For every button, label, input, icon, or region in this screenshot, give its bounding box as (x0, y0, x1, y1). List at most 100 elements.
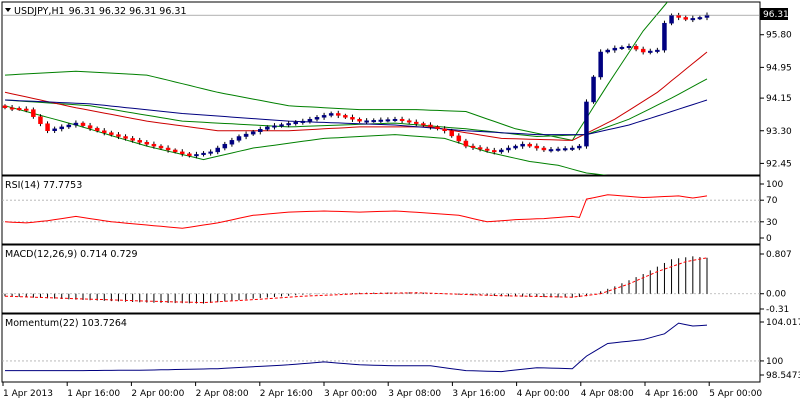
candle-body (527, 143, 532, 147)
momentum-axis-tick-label: 104.0178 (766, 318, 800, 328)
candle-body (165, 147, 171, 151)
candle-body (477, 147, 483, 150)
rsi-line (4, 194, 708, 229)
candle-body (414, 121, 419, 124)
candle-body (520, 143, 525, 147)
candle-body (80, 122, 86, 126)
candle-body (45, 123, 50, 132)
moving-average-red-line (4, 51, 708, 141)
candle-body (655, 49, 660, 52)
candle-body (314, 117, 320, 120)
price-axis-tick-label: 92.45 (766, 159, 792, 169)
candle-body (399, 118, 405, 121)
candle-body (194, 154, 199, 157)
candle-body (704, 14, 710, 18)
candle-body (116, 134, 121, 137)
candle-body (59, 126, 64, 130)
candle-body (279, 124, 284, 127)
x-axis-tick-label: 4 Apr 00:00 (517, 389, 570, 399)
candle-body (265, 126, 270, 130)
ohlc-values: 96.31 96.32 96.31 96.31 (69, 6, 187, 17)
candle-body (442, 128, 447, 131)
x-axis-tick-label: 2 Apr 16:00 (260, 389, 313, 399)
candle-body (676, 15, 681, 18)
candle-body (690, 18, 696, 21)
moving-average-blue-line (4, 99, 708, 136)
moving-average-green-line (4, 78, 708, 138)
candle-body (31, 109, 36, 117)
candle-body (66, 124, 72, 128)
candle-body (73, 122, 79, 126)
candle-body (648, 50, 653, 53)
candle-body (94, 127, 100, 131)
candle-body (343, 115, 348, 118)
current-price-label: 96.31 (763, 10, 789, 20)
x-axis-tick-label: 1 Apr 16:00 (67, 389, 120, 399)
price-axis-tick-label: 95.80 (766, 31, 792, 41)
candle-body (612, 47, 618, 51)
candle-body (293, 122, 298, 125)
x-axis-tick-label: 1 Apr 2013 (3, 389, 53, 399)
candle-body (435, 126, 440, 130)
momentum-pane-frame (1, 313, 761, 383)
candle-body (406, 120, 412, 123)
candle-body (683, 17, 688, 20)
x-axis-tick-label: 5 Apr 00:00 (709, 389, 762, 399)
candle-body (137, 140, 142, 143)
rsi-axis-tick-label: 100 (766, 180, 783, 190)
candle-body (492, 150, 497, 153)
x-axis-tick-label: 3 Apr 00:00 (324, 389, 377, 399)
candle-body (258, 129, 263, 132)
candle-body (662, 22, 667, 51)
candle-body (144, 142, 150, 145)
candle-body (555, 148, 561, 151)
macd-axis-tick-label: 0.807 (766, 250, 792, 260)
candle-body (484, 148, 490, 151)
candle-body (421, 123, 426, 126)
dropdown-triangle-icon[interactable] (5, 8, 11, 12)
rsi-axis-tick-label: 30 (766, 218, 778, 228)
candle-body (201, 152, 206, 155)
candle-body (562, 148, 568, 151)
candle-body (272, 125, 277, 128)
price-pane-frame (1, 1, 761, 176)
candle-body (428, 124, 433, 128)
x-axis-tick-label: 2 Apr 00:00 (131, 389, 184, 399)
candle-body (236, 136, 242, 141)
candle-body (669, 15, 674, 24)
candle-body (463, 140, 469, 147)
macd-signal-line (4, 257, 708, 304)
bollinger-lower-line (4, 105, 608, 175)
candle-body (364, 120, 369, 123)
candle-body (52, 128, 57, 131)
candle-body (123, 136, 128, 139)
candle-body (534, 145, 540, 149)
current-price-badge (760, 8, 788, 20)
candle-body (697, 17, 703, 20)
x-axis-tick-label: 3 Apr 16:00 (452, 389, 505, 399)
candle-body (392, 118, 398, 121)
candle-body (321, 115, 327, 118)
price-axis-tick-label: 94.15 (766, 94, 792, 104)
candle-body (605, 49, 610, 53)
candle-body (300, 120, 306, 123)
candle-body (243, 133, 249, 137)
x-axis-tick-label: 4 Apr 08:00 (581, 389, 634, 399)
rsi-axis-tick-label: 0 (766, 234, 772, 244)
candle-body (172, 149, 178, 153)
macd-pane-title: MACD(12,26,9) 0.714 0.729 (5, 249, 138, 260)
price-pane-title: USDJPY,H1 96.31 96.32 96.31 96.31 (14, 6, 187, 17)
momentum-axis-tick-label: 98.5473 (766, 371, 800, 381)
candle-body (9, 107, 15, 110)
candle-body (328, 113, 334, 116)
candle-body (499, 149, 504, 153)
candle-body (506, 147, 511, 151)
x-axis-tick-label: 4 Apr 16:00 (645, 389, 698, 399)
candle-body (87, 125, 93, 129)
candle-body (577, 145, 582, 149)
candle-body (24, 108, 29, 111)
macd-axis-tick-label: -0.31 (766, 305, 789, 315)
candle-body (38, 116, 43, 124)
candle-body (449, 130, 454, 137)
